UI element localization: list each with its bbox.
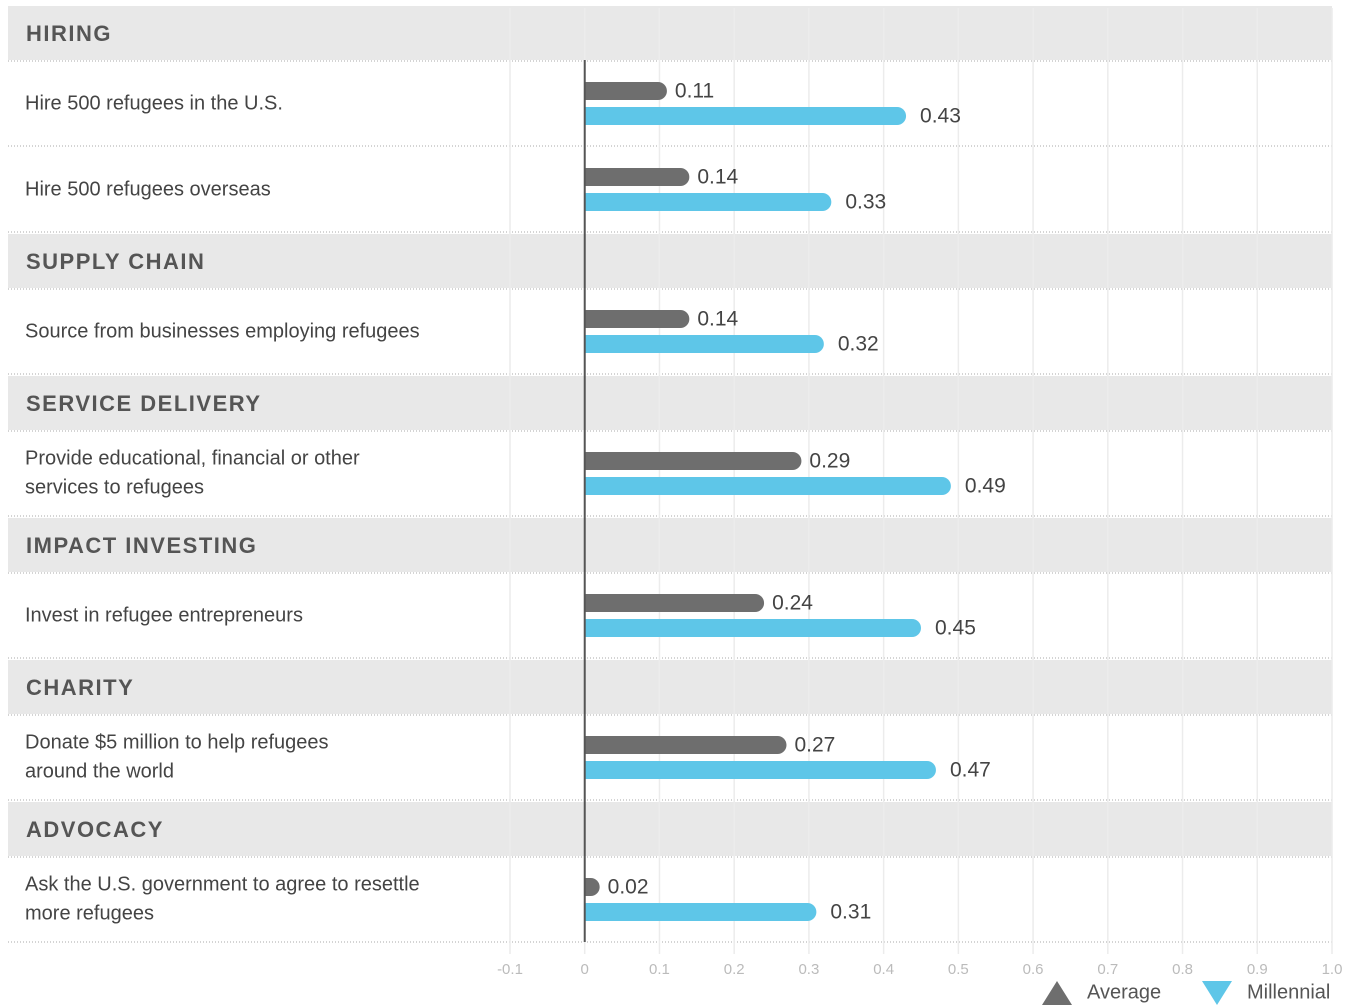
grid	[509, 8, 1333, 954]
bar	[584, 452, 802, 470]
category-line: around the world	[25, 761, 174, 783]
bar	[584, 168, 690, 186]
bar	[584, 878, 600, 896]
value-label: 0.11	[675, 80, 714, 103]
legend-marker	[1042, 981, 1072, 1005]
category-line: services to refugees	[25, 477, 204, 499]
x-tick-label: 0.4	[873, 961, 894, 978]
legend-label: Millennial	[1247, 981, 1330, 1003]
bar	[584, 82, 667, 100]
value-label: 0.31	[830, 901, 871, 924]
section-title: SUPPLY CHAIN	[26, 249, 205, 274]
x-tick-label: 0.9	[1247, 961, 1268, 978]
category-label: Donate $5 million to help refugees around…	[25, 732, 329, 783]
category-label: Source from businesses employing refugee…	[25, 320, 420, 342]
section-title: SERVICE DELIVERY	[26, 391, 262, 416]
bar	[584, 903, 817, 921]
value-label: 0.33	[845, 191, 886, 214]
section-title: HIRING	[26, 21, 112, 46]
category-line: Provide educational, financial or other	[25, 448, 360, 470]
category-label: Ask the U.S. government to agree to rese…	[25, 874, 420, 925]
section-band	[8, 518, 1332, 572]
value-label: 0.29	[809, 450, 850, 473]
x-tick-label: 0.1	[649, 961, 670, 978]
category-label: Hire 500 refugees in the U.S.	[25, 92, 283, 114]
value-label: 0.32	[838, 333, 879, 356]
value-label: 0.43	[920, 105, 961, 128]
category-label: Invest in refugee entrepreneurs	[25, 604, 303, 626]
section-band	[8, 234, 1332, 288]
legend-marker	[1202, 981, 1232, 1005]
value-label: 0.45	[935, 617, 976, 640]
section-title: IMPACT INVESTING	[26, 533, 257, 558]
section-title: CHARITY	[26, 675, 134, 700]
section-band	[8, 6, 1332, 60]
bar	[584, 619, 921, 637]
value-label: 0.02	[608, 876, 649, 899]
x-tick-label: 1.0	[1322, 961, 1343, 978]
category-line: Ask the U.S. government to agree to rese…	[25, 874, 420, 896]
category-label: Hire 500 refugees overseas	[25, 178, 271, 200]
section-band	[8, 802, 1332, 856]
value-label: 0.14	[697, 308, 738, 331]
value-label: 0.14	[697, 166, 738, 189]
backgrounds	[8, 6, 1332, 943]
section-title: ADVOCACY	[26, 817, 164, 842]
bar	[584, 193, 832, 211]
x-tick-label: -0.1	[497, 961, 523, 978]
bar	[584, 736, 787, 754]
section-band	[8, 660, 1332, 714]
section-band	[8, 376, 1332, 430]
category-line: Donate $5 million to help refugees	[25, 732, 329, 754]
bar	[584, 107, 907, 125]
x-tick-label: 0.8	[1172, 961, 1193, 978]
x-tick-label: 0.6	[1023, 961, 1044, 978]
category-label: Provide educational, financial or other s…	[25, 448, 360, 499]
x-tick-label: 0.2	[724, 961, 745, 978]
x-tick-label: 0.5	[948, 961, 969, 978]
value-label: 0.24	[772, 592, 813, 615]
bar	[584, 594, 765, 612]
legend-label: Average	[1087, 981, 1161, 1003]
value-label: 0.49	[965, 475, 1006, 498]
value-label: 0.27	[794, 734, 835, 757]
bar	[584, 761, 936, 779]
x-tick-label: 0.7	[1097, 961, 1118, 978]
x-tick-label: 0.3	[798, 961, 819, 978]
value-label: 0.47	[950, 759, 991, 782]
content: HIRING Hire 500 refugees in the U.S. Hire …	[25, 21, 1342, 1005]
bar	[584, 310, 690, 328]
category-line: more refugees	[25, 903, 154, 925]
x-tick-label: 0	[581, 961, 589, 978]
bar	[584, 477, 951, 495]
bar	[584, 335, 824, 353]
